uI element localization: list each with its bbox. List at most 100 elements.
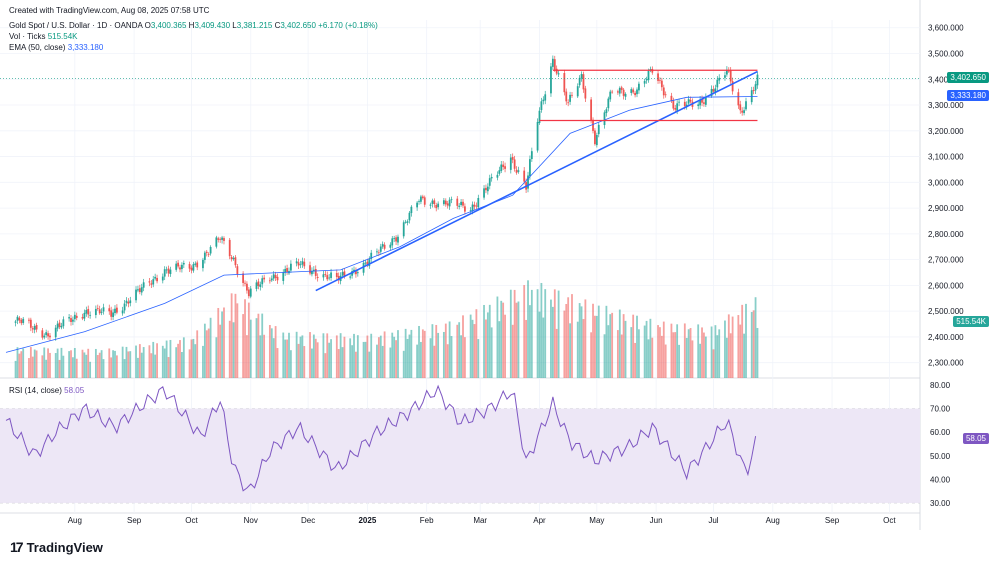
volume-bar [356,335,359,378]
high-label: H [188,21,195,30]
candle-body [259,284,262,287]
created-text: Created with TradingView.com, Aug 08, 20… [9,6,210,15]
time-tick-label: Oct [883,516,896,525]
candle-body [418,200,420,202]
volume-bar [341,347,344,378]
trend-line[interactable] [315,70,758,292]
time-tick-label: Nov [244,516,258,525]
candle-body [29,319,32,328]
candle-body [268,280,271,282]
volume-bar [33,349,36,378]
low-value: 3,381.215 [236,21,273,30]
volume-bar [295,331,298,378]
rsi-tick-label: 60.00 [930,428,951,437]
candle-body [110,310,113,317]
volume-bar [595,315,598,378]
candle-body [659,79,661,81]
candle-body [75,315,78,318]
candle-body [364,262,367,264]
candle-body [616,91,619,93]
candle-body [270,278,273,281]
candle-body [94,309,97,316]
volume-bar [745,303,747,378]
brand-name: TradingView [26,539,103,555]
candle-body [576,86,579,97]
time-tick-label: Mar [473,516,487,525]
candle-body [538,110,541,123]
volume-bar [179,340,181,378]
candle-body [660,80,663,88]
open-label: O [144,21,151,30]
volume-bar [662,321,665,378]
volume-bar [538,311,541,378]
volume-bar [100,350,103,378]
volume-bar [47,348,49,378]
candle-body [68,317,71,319]
candle-body [207,253,210,255]
volume-bar [450,336,453,378]
rsi-band [0,408,920,503]
volume-bar [288,332,290,378]
candle-body [683,101,686,107]
volume-bar [645,320,648,378]
candle-body [712,89,715,92]
price-tick-label: 2,400.000 [928,333,964,342]
volume-bar [404,328,407,378]
candle-body [542,99,545,102]
candle-body [303,261,306,267]
volume-bar [188,349,191,378]
candle-body [754,84,757,91]
volume-bar [616,330,619,378]
volume-bar [165,340,168,378]
volume-bar [540,282,543,378]
candle-body [154,276,157,279]
candle-body [687,99,690,104]
tradingview-logo[interactable]: 17 TradingView [10,539,103,555]
time-tick-label: Feb [420,516,434,525]
volume-bar [28,358,30,378]
price-tick-label: 3,500.000 [928,49,964,58]
candle-body [161,276,164,281]
volume-bar [152,341,155,378]
candle-body [435,204,438,209]
volume-bar [335,335,338,378]
candle-body [611,91,614,93]
volume-bar [257,313,260,378]
candle-body [701,99,703,103]
volume-bar [268,324,271,378]
volume-bar [737,315,740,378]
candle-body [60,325,63,328]
time-tick-label: Aug [766,516,780,525]
candle-body [116,307,118,313]
rsi-tick-label: 40.00 [930,475,951,484]
volume-bar [406,338,409,378]
volume-bar [54,353,57,378]
candle-body [236,266,239,275]
volume-bar [718,329,721,378]
candle-body [697,104,700,107]
volume-bar [16,347,19,378]
candle-body [594,130,596,145]
ema-line [5,96,758,353]
volume-bar [754,297,757,378]
volume-bar [154,354,157,378]
candle-body [638,83,640,91]
volume-bar [20,351,23,378]
axes: 3,600.000 3,500.000 3,400.000 3,300.000 3,20… [68,24,964,525]
volume-bar [657,325,659,378]
candle-body [729,70,732,82]
volume-bar [448,321,451,378]
candle-body [741,110,744,113]
volume-bar [125,346,128,378]
volume-label: Vol · Ticks [9,32,46,41]
candle-body [177,262,179,267]
volume-bar [202,345,204,378]
volume-bar [232,322,235,378]
volume-bar [242,314,245,378]
candle-body [540,101,543,111]
candle-body [100,311,103,313]
price-tick-label: 3,000.000 [928,178,964,187]
candle-body [670,95,673,102]
candle-body [634,92,636,96]
